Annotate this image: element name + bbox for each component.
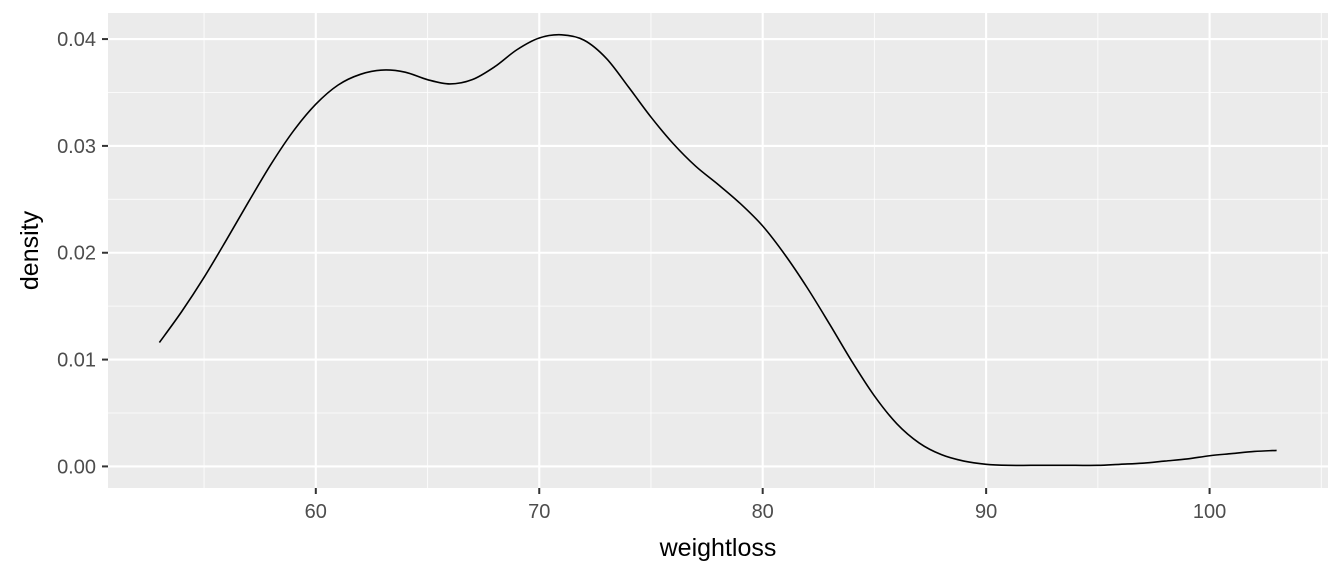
y-tick-label: 0.02 — [57, 243, 96, 265]
x-axis-title: weightloss — [659, 534, 777, 562]
y-tick-label: 0.03 — [57, 136, 96, 158]
major-gridlines — [108, 13, 1328, 488]
x-tick-label: 70 — [528, 501, 550, 523]
x-tick-label: 90 — [975, 501, 997, 523]
y-tick-label: 0.00 — [57, 456, 96, 478]
y-tick-label: 0.01 — [57, 350, 96, 372]
y-axis-title: density — [16, 210, 44, 290]
x-tick-label: 80 — [752, 501, 774, 523]
minor-gridlines — [108, 13, 1328, 488]
y-tick-label: 0.04 — [57, 29, 96, 51]
x-axis: 60 70 80 90 100 — [305, 488, 1226, 523]
y-axis: 0.00 0.01 0.02 0.03 0.04 — [57, 29, 108, 478]
x-tick-label: 100 — [1193, 501, 1226, 523]
x-tick-label: 60 — [305, 501, 327, 523]
density-curve — [158, 33, 1277, 467]
plot-panel — [108, 13, 1328, 488]
